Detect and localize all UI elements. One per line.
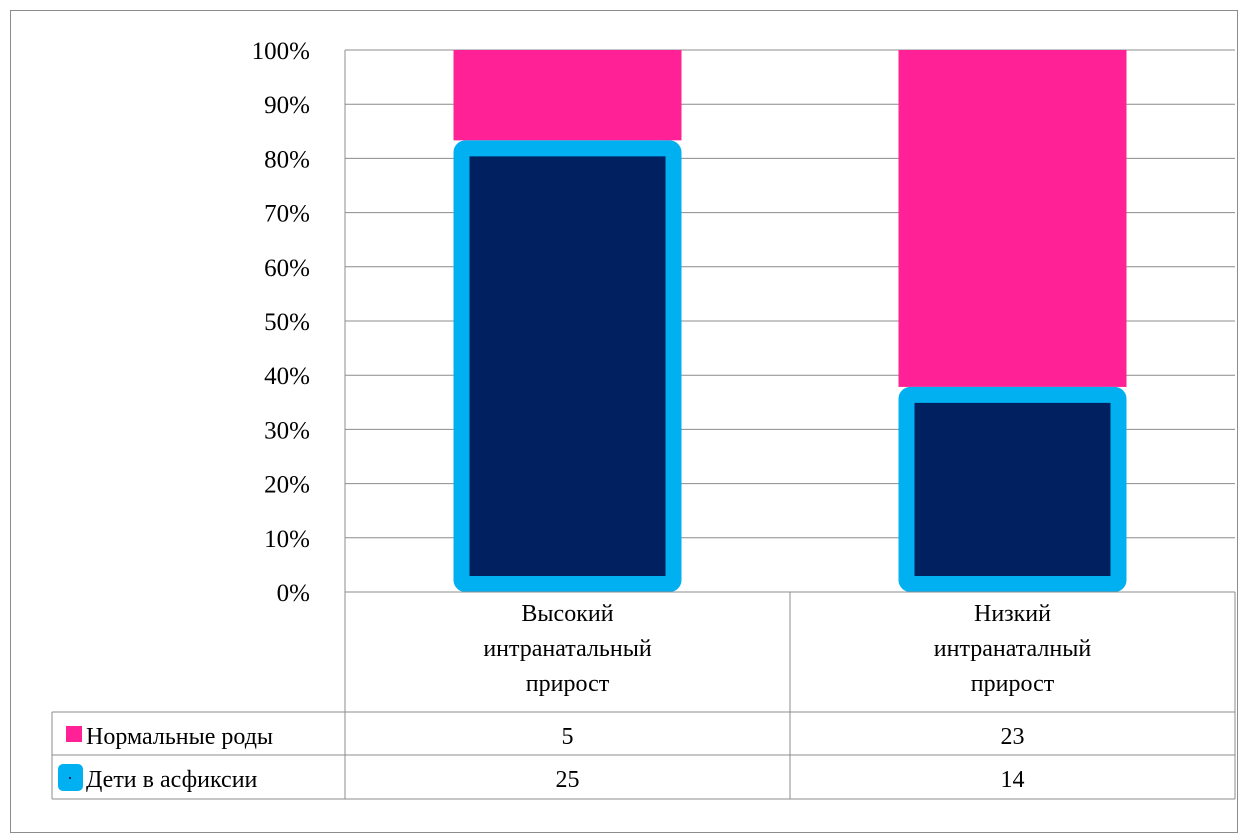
category-label: интранаталный: [934, 636, 1092, 662]
table-cell-value: 14: [1001, 767, 1025, 793]
y-tick-label: 60%: [264, 255, 310, 282]
category-label: прирост: [971, 671, 1055, 697]
legend-key-normal-births: [66, 726, 82, 742]
table-cell-value: 23: [1001, 724, 1025, 750]
y-tick-label: 0%: [277, 580, 310, 607]
table-cell-value: 25: [556, 767, 580, 793]
category-label: прирост: [526, 671, 610, 697]
category-label: Высокий: [521, 601, 613, 627]
bar-segment-normal-births: [898, 50, 1127, 387]
y-tick-label: 90%: [264, 92, 310, 119]
y-tick-label: 50%: [264, 309, 310, 336]
y-tick-label: 30%: [264, 417, 310, 444]
table-cell-value: 5: [562, 724, 574, 750]
legend-key-asphyxia-inner: [69, 777, 71, 779]
y-tick-label: 80%: [264, 146, 310, 173]
category-label: интранатальный: [483, 636, 652, 662]
y-tick-label: 70%: [264, 201, 310, 228]
bar-segment-normal-births: [453, 50, 682, 141]
y-tick-label: 10%: [264, 526, 310, 553]
bar-segment-asphyxia: [453, 140, 682, 592]
y-tick-label: 100%: [252, 38, 310, 65]
y-tick-label: 20%: [264, 472, 310, 499]
series-label: Дети в асфиксии: [86, 767, 258, 793]
bar-segment-asphyxia: [898, 386, 1127, 592]
category-label: Низкий: [974, 601, 1051, 627]
y-tick-label: 40%: [264, 363, 310, 390]
series-label: Нормальные роды: [86, 724, 273, 750]
